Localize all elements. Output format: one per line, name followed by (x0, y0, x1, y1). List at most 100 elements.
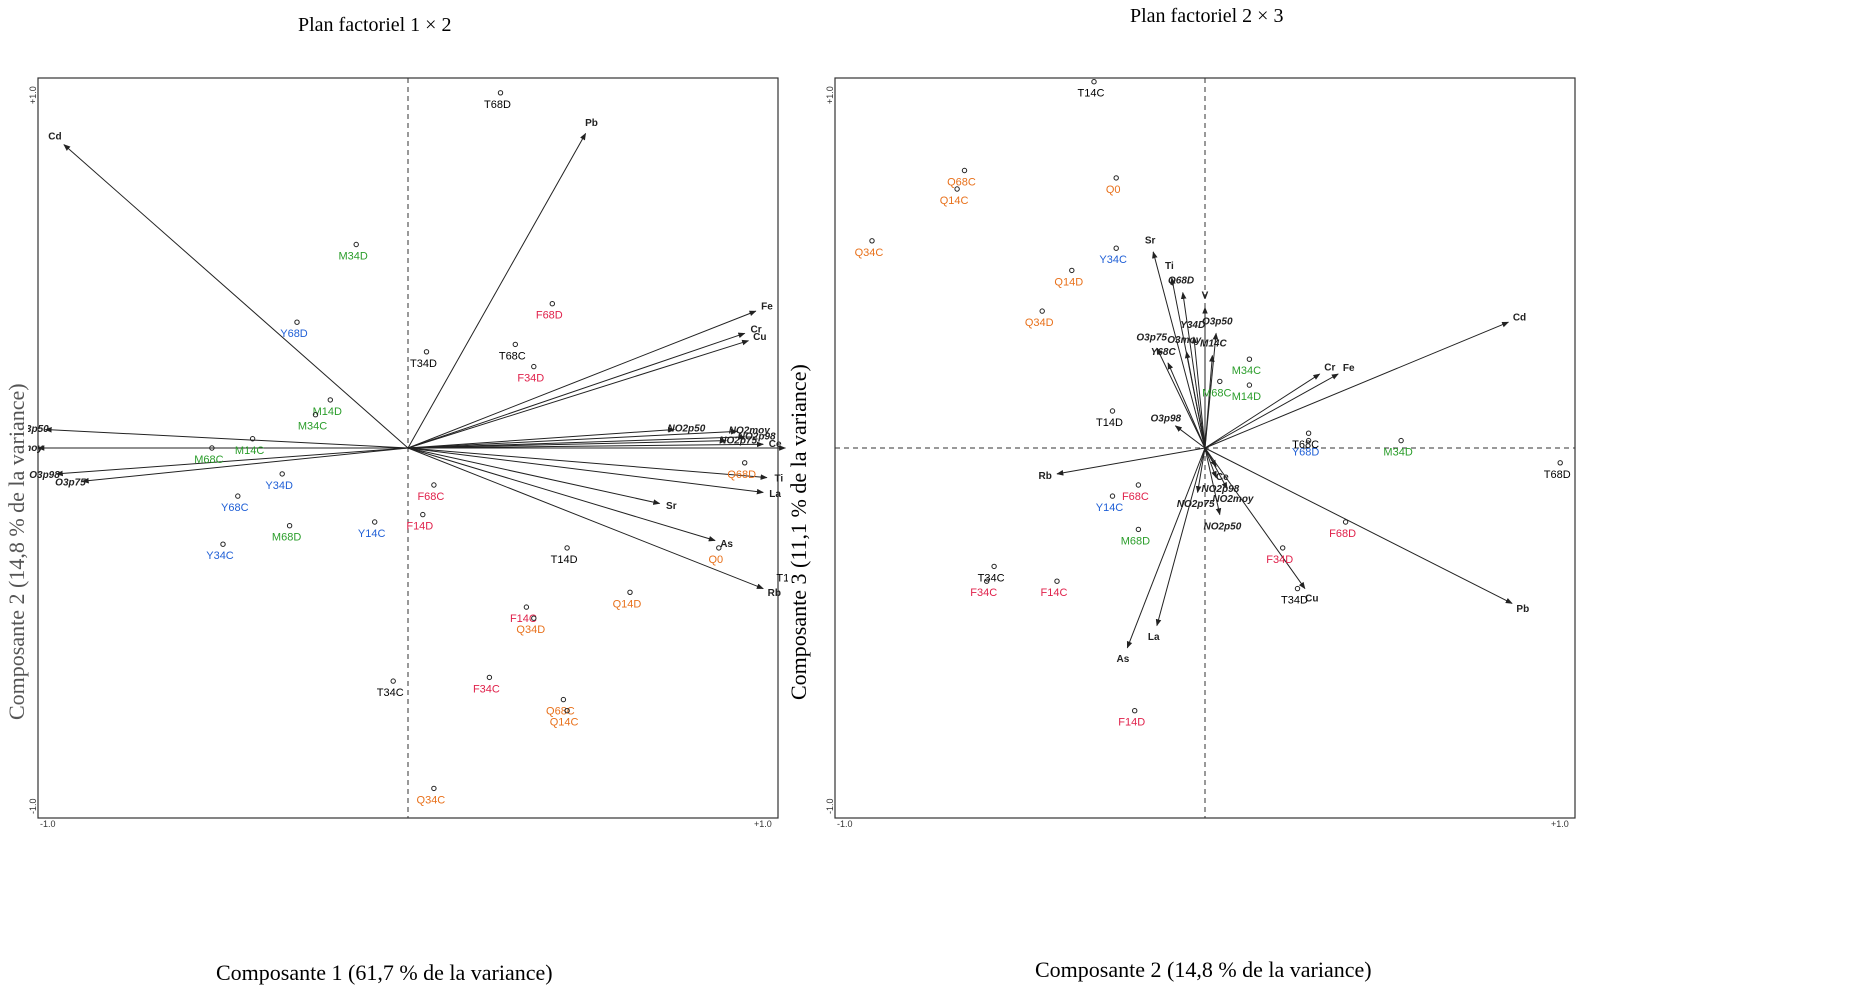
variable-arrow-Sr (407, 447, 661, 505)
observation-label-Y68D: Y68D (1292, 447, 1320, 459)
variable-label-O3p98: O3p98 (1151, 414, 1182, 425)
variable-arrow-Pb (1204, 447, 1513, 604)
observation-point-Y68D (294, 319, 300, 325)
observation-label-T68D: T68D (484, 99, 511, 111)
observation-label-Q14D: Q14D (1054, 276, 1083, 288)
observation-label-T34D: T34D (1281, 595, 1308, 607)
variable-label-Pb: Pb (585, 118, 598, 129)
observation-point-Y34C (1113, 245, 1119, 251)
x-tick-min: -1.0 (837, 819, 853, 828)
observation-label-Q14D: Q14D (613, 598, 642, 610)
observation-point-Y68C (235, 493, 241, 499)
variable-arrow-O3p50 (44, 427, 409, 449)
variable-arrow-NO2p75 (1195, 447, 1206, 494)
variable-arrow-O3p75 (81, 447, 409, 484)
observation-point-Q34D (531, 615, 537, 621)
observation-label-Q34D: Q34D (1025, 317, 1054, 329)
chart-2-xlabel: Composante 2 (14,8 % de la variance) (1035, 957, 1372, 982)
variable-label-Ce: Ce (769, 439, 782, 450)
observation-point-T34D (1294, 585, 1301, 592)
observation-point-F68C (1135, 482, 1142, 488)
observation-point-T14D (564, 545, 570, 551)
x-tick-min: -1.0 (40, 819, 56, 828)
observation-label-M14D: M14D (313, 406, 342, 418)
observation-point-F14C (523, 604, 530, 610)
observation-label-F14D: F14D (1118, 717, 1145, 729)
observation-point-Y14C (372, 519, 378, 525)
observation-label-F14C: F14C (1041, 587, 1068, 599)
observation-point-Y34D (279, 471, 285, 477)
observation-point-T14C (1091, 79, 1097, 85)
observation-point-Y14C (1109, 493, 1116, 499)
observation-point-Q68C (560, 696, 567, 703)
variable-label-Sr: Sr (1145, 235, 1156, 246)
variable-arrow-Ti (407, 447, 768, 480)
observation-label-F14D: F14D (406, 521, 433, 533)
variable-label-Y68C: Y68C (1151, 347, 1177, 358)
variable-arrow-Cu (407, 339, 750, 449)
observation-label-Q34C: Q34C (855, 247, 884, 259)
observation-point-F68C (431, 482, 437, 488)
y-tick-max: +1.0 (28, 86, 38, 104)
variable-arrow-Rb (1056, 447, 1206, 476)
observation-point-Q14C (954, 186, 960, 192)
chart-1-ylabel: Composante 2 (14,8 % de la variance) (4, 383, 29, 720)
variable-label-As: As (720, 539, 733, 550)
variable-label-As: As (1117, 654, 1130, 665)
chart-2-title: Plan factoriel 2 × 3 (1130, 5, 1284, 27)
variable-arrow-Cd (1204, 321, 1510, 449)
observation-point-Q14C (564, 708, 570, 714)
y-tick-min: -1.0 (825, 798, 835, 814)
observation-point-T68D (497, 90, 504, 96)
observation-label-M34D: M34D (1383, 447, 1412, 459)
variable-label-Q68D: Q68D (1168, 276, 1194, 287)
observation-label-M68D: M68D (272, 532, 301, 544)
chart-1-xlabel: Composante 1 (61,7 % de la variance) (216, 960, 553, 985)
variable-label-NO2p75: NO2p75 (719, 435, 757, 446)
y-tick-max: +1.0 (825, 86, 835, 104)
observation-label-Q0: Q0 (708, 554, 723, 566)
variable-label-O3moy: O3moy (28, 443, 43, 454)
variable-label-Rb: Rb (768, 588, 781, 599)
observation-point-T68D (1557, 460, 1563, 466)
observation-label-M68C: M68C (1202, 387, 1231, 399)
observation-label-Q34D: Q34D (516, 624, 545, 636)
observation-point-Q34D (1039, 308, 1045, 314)
observation-point-Q68C (961, 167, 968, 174)
observation-label-T34D: T34D (410, 358, 437, 370)
variable-arrow-NO2p98 (1204, 447, 1217, 479)
observation-point-M14D (327, 397, 333, 403)
observation-label-Q34C: Q34C (417, 794, 446, 806)
observation-label-T14D: T14D (551, 554, 578, 566)
variable-arrow-NO2p50 (407, 427, 676, 449)
chart-1-title: Plan factoriel 1 × 2 (298, 14, 452, 36)
observation-point-Y34C (220, 541, 226, 547)
variable-arrow-Fe (1204, 373, 1339, 449)
observation-point-F14D (1132, 708, 1138, 714)
observation-point-M68D (286, 523, 293, 529)
observation-point-F34C (486, 674, 493, 681)
observation-point-F14C (1054, 578, 1060, 584)
observation-point-F34D (1280, 545, 1286, 551)
variable-arrow-Q68D (1180, 291, 1206, 449)
observation-point-T34C (991, 563, 997, 570)
observation-label-F68C: F68C (1122, 491, 1149, 503)
observation-label-T34C: T34C (978, 572, 1005, 584)
observation-label-F34C: F34C (473, 683, 500, 695)
observation-point-Q14D (1069, 267, 1075, 274)
variable-label-NO2p50: NO2p50 (667, 424, 705, 435)
variable-label-NO2p98: NO2p98 (738, 432, 776, 443)
variable-label-O3p75: O3p75 (55, 478, 86, 489)
observation-point-M34D (1398, 437, 1404, 444)
observation-point-T14D (1109, 408, 1116, 414)
variable-label-Sr: Sr (666, 501, 677, 512)
variable-label-Cr: Cr (1324, 362, 1335, 373)
variable-arrow-NO2moy (407, 428, 738, 449)
variable-label-La: La (1148, 632, 1160, 643)
observation-label-F68D: F68D (1329, 528, 1356, 540)
variable-label-O3p50: O3p50 (1202, 316, 1233, 327)
observation-label-M68C: M68C (194, 454, 223, 466)
variable-arrow-La (407, 447, 764, 495)
